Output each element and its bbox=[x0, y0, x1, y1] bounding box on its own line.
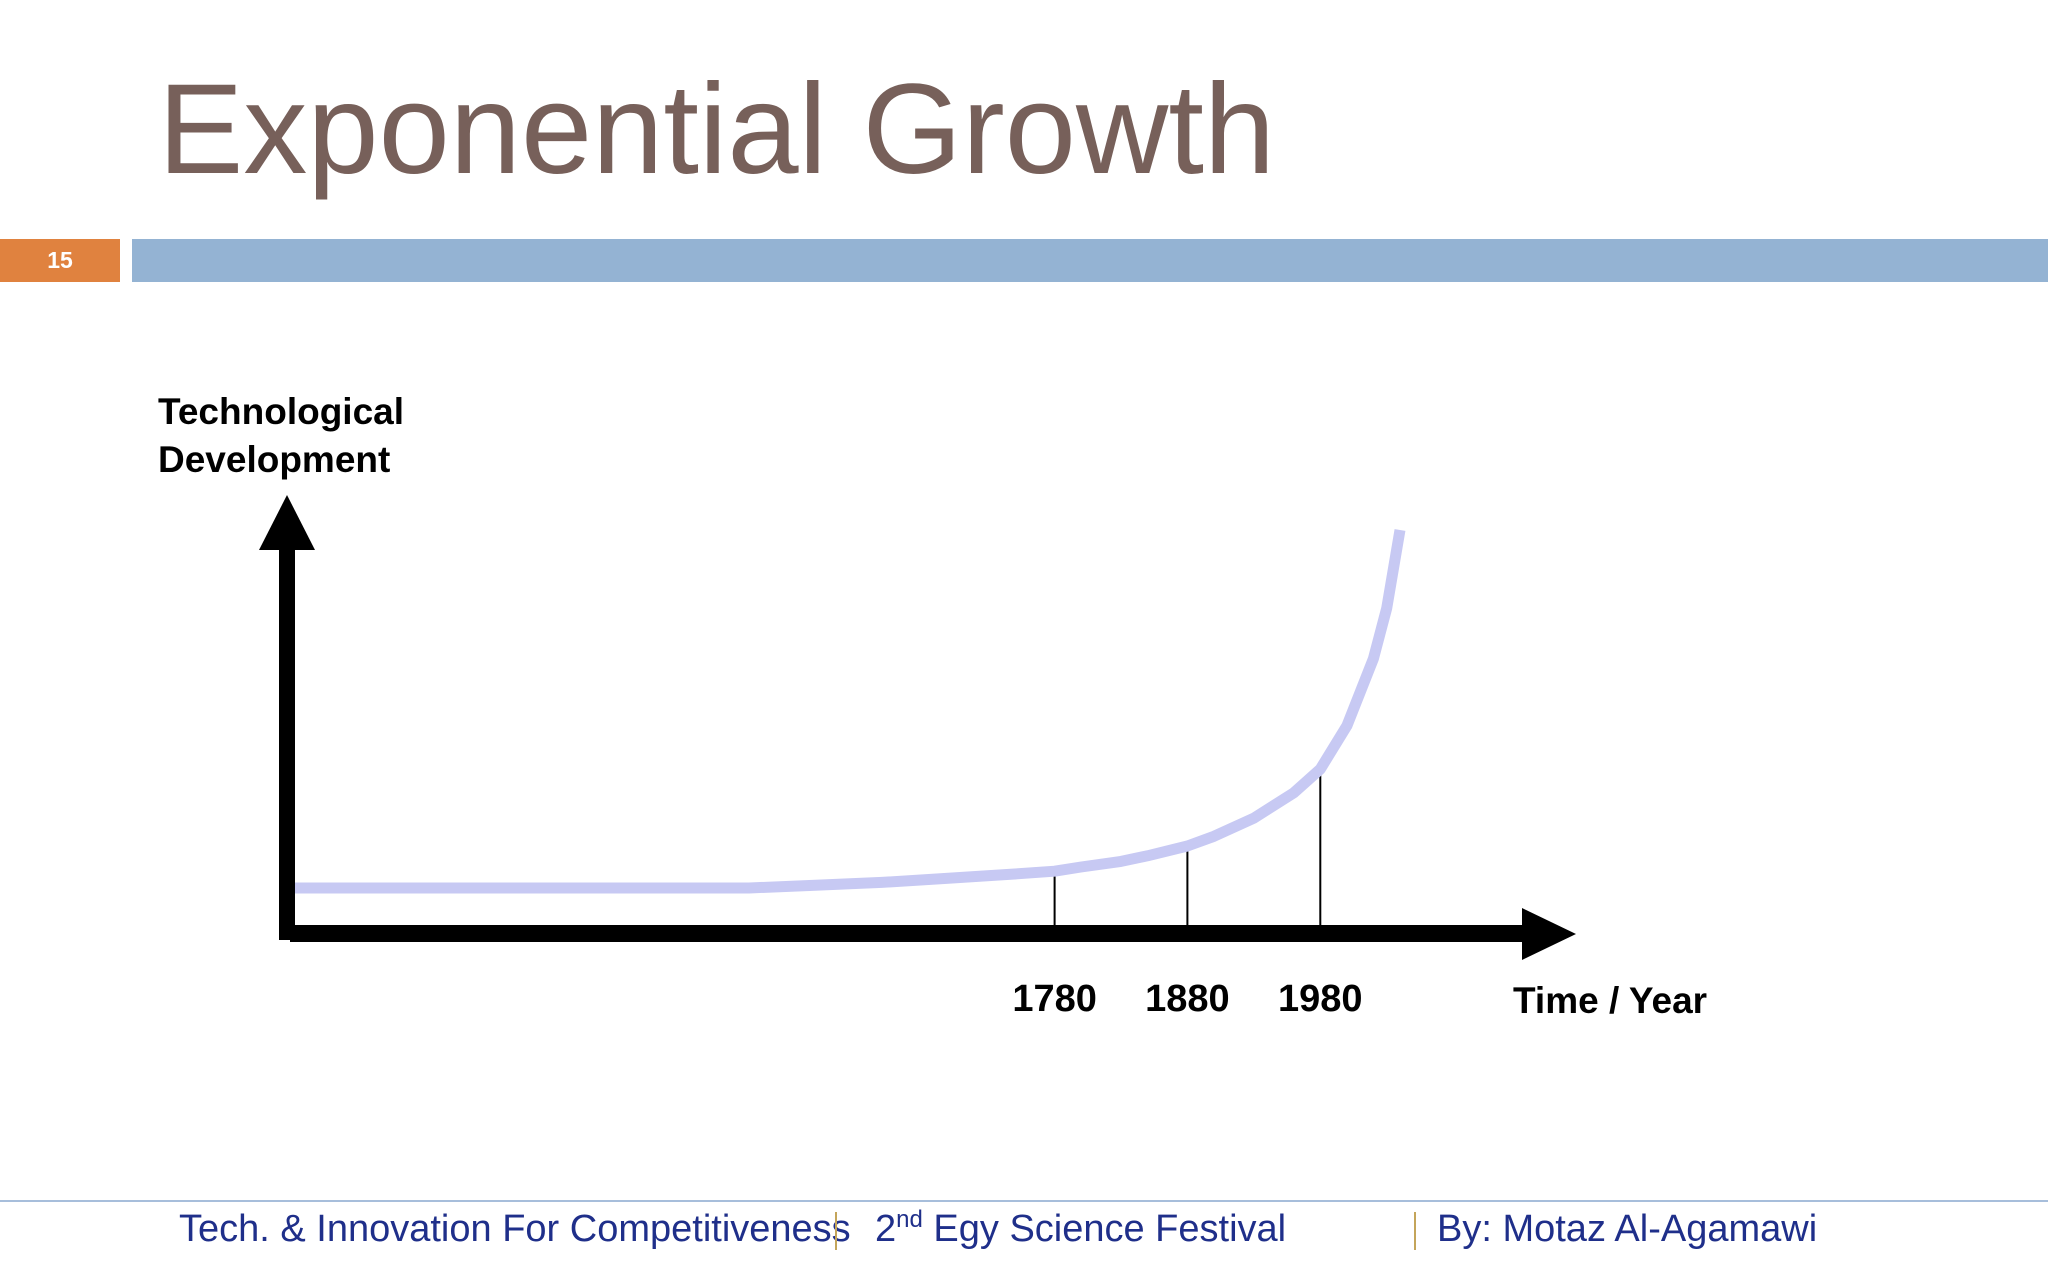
x-axis-tick-labels: 1780 1880 1980 bbox=[1012, 978, 1362, 1020]
x-axis-label: Time / Year bbox=[1513, 980, 1707, 1021]
footer-event-number: 2 bbox=[875, 1208, 897, 1250]
y-axis-label-line-2: Development bbox=[158, 439, 390, 480]
footer-author: By: Motaz Al-Agamawi bbox=[1437, 1208, 1818, 1250]
footer-divider bbox=[0, 1200, 2048, 1202]
x-tick-label-1980: 1980 bbox=[1278, 978, 1363, 1020]
footer-separator bbox=[835, 1212, 837, 1250]
x-axis-arrowhead bbox=[1522, 908, 1576, 960]
y-axis-label-line-1: Technological bbox=[158, 391, 404, 432]
footer-course-title: Tech. & Innovation For Competitiveness bbox=[179, 1208, 851, 1250]
x-tick-label-1780: 1780 bbox=[1012, 978, 1097, 1020]
y-axis-label: Technological Development bbox=[158, 391, 404, 480]
exponential-growth-chart: Technological Development 1780 1880 1980 T… bbox=[158, 391, 1707, 1021]
footer-event-ordinal: nd bbox=[896, 1206, 923, 1233]
y-axis-shaft bbox=[279, 540, 295, 940]
x-axis-tick-lines bbox=[1053, 773, 1322, 926]
footer-event-name: 2nd Egy Science Festival bbox=[875, 1206, 1286, 1252]
growth-curve-line bbox=[284, 529, 1406, 894]
x-axis-shaft bbox=[290, 925, 1530, 942]
y-axis-arrowhead bbox=[259, 495, 315, 550]
footer-event-title: Egy Science Festival bbox=[922, 1208, 1287, 1250]
y-axis bbox=[259, 495, 315, 940]
slide-number-badge: 15 bbox=[0, 239, 120, 282]
slide-title: Exponential Growth bbox=[158, 58, 1276, 201]
footer-separator bbox=[1414, 1212, 1416, 1250]
x-tick-label-1880: 1880 bbox=[1145, 978, 1230, 1020]
title-divider-bar bbox=[132, 239, 2048, 282]
x-axis bbox=[290, 908, 1576, 960]
